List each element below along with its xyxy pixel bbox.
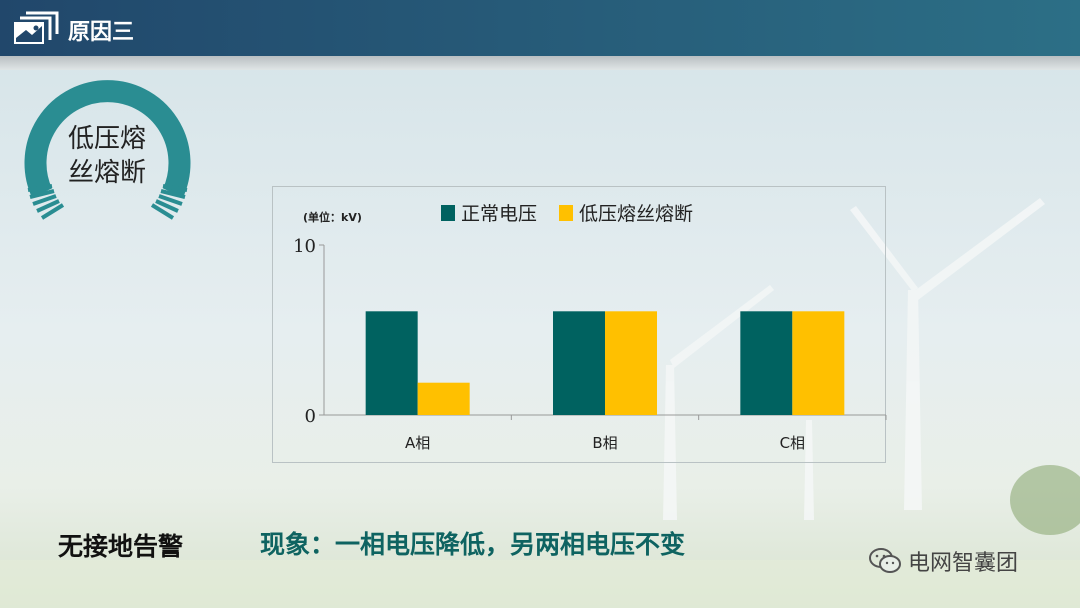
legend-label-0: 正常电压 bbox=[461, 203, 537, 225]
alarm-label: 无接地告警 bbox=[58, 532, 184, 561]
gauge-ring-icon bbox=[24, 80, 191, 220]
header-bar: 原因三 bbox=[0, 0, 1080, 56]
bar-低压熔丝熔断-B相 bbox=[605, 311, 657, 415]
page-title: 原因三 bbox=[68, 20, 135, 45]
bar-正常电压-B相 bbox=[553, 311, 605, 415]
badge-line-1: 低压熔 bbox=[67, 124, 146, 154]
brand-name: 电网智囊团 bbox=[908, 551, 1019, 576]
x-tick-label: C相 bbox=[780, 434, 805, 452]
legend-swatch-0 bbox=[441, 205, 455, 221]
voltage-bar-chart: (单位：kV) 正常电压 低压熔丝熔断 0 10 A相 B相 C相 bbox=[272, 186, 887, 463]
legend-label-1: 低压熔丝熔断 bbox=[579, 203, 693, 225]
x-tick-label: B相 bbox=[592, 434, 617, 452]
bar-正常电压-C相 bbox=[740, 311, 793, 415]
brand-watermark: 电网智囊团 bbox=[868, 545, 1018, 577]
bar-低压熔丝熔断-C相 bbox=[792, 311, 845, 415]
y-tick-label: 0 bbox=[305, 406, 316, 427]
cause-badge: 低压熔 丝熔断 bbox=[52, 122, 162, 190]
header-divider bbox=[0, 56, 1080, 70]
badge-line-2: 丝熔断 bbox=[67, 158, 146, 188]
wechat-icon bbox=[869, 548, 901, 573]
bar-正常电压-A相 bbox=[365, 311, 418, 415]
picture-frame-icon bbox=[14, 11, 59, 44]
y-tick-label: 10 bbox=[293, 236, 316, 257]
bar-低压熔丝熔断-A相 bbox=[417, 382, 470, 415]
x-tick-label: A相 bbox=[405, 434, 430, 452]
legend-swatch-1 bbox=[559, 205, 573, 221]
phenomenon-text: 现象：一相电压降低，另两相电压不变 bbox=[260, 530, 686, 559]
unit-label: (单位：kV) bbox=[303, 210, 362, 224]
